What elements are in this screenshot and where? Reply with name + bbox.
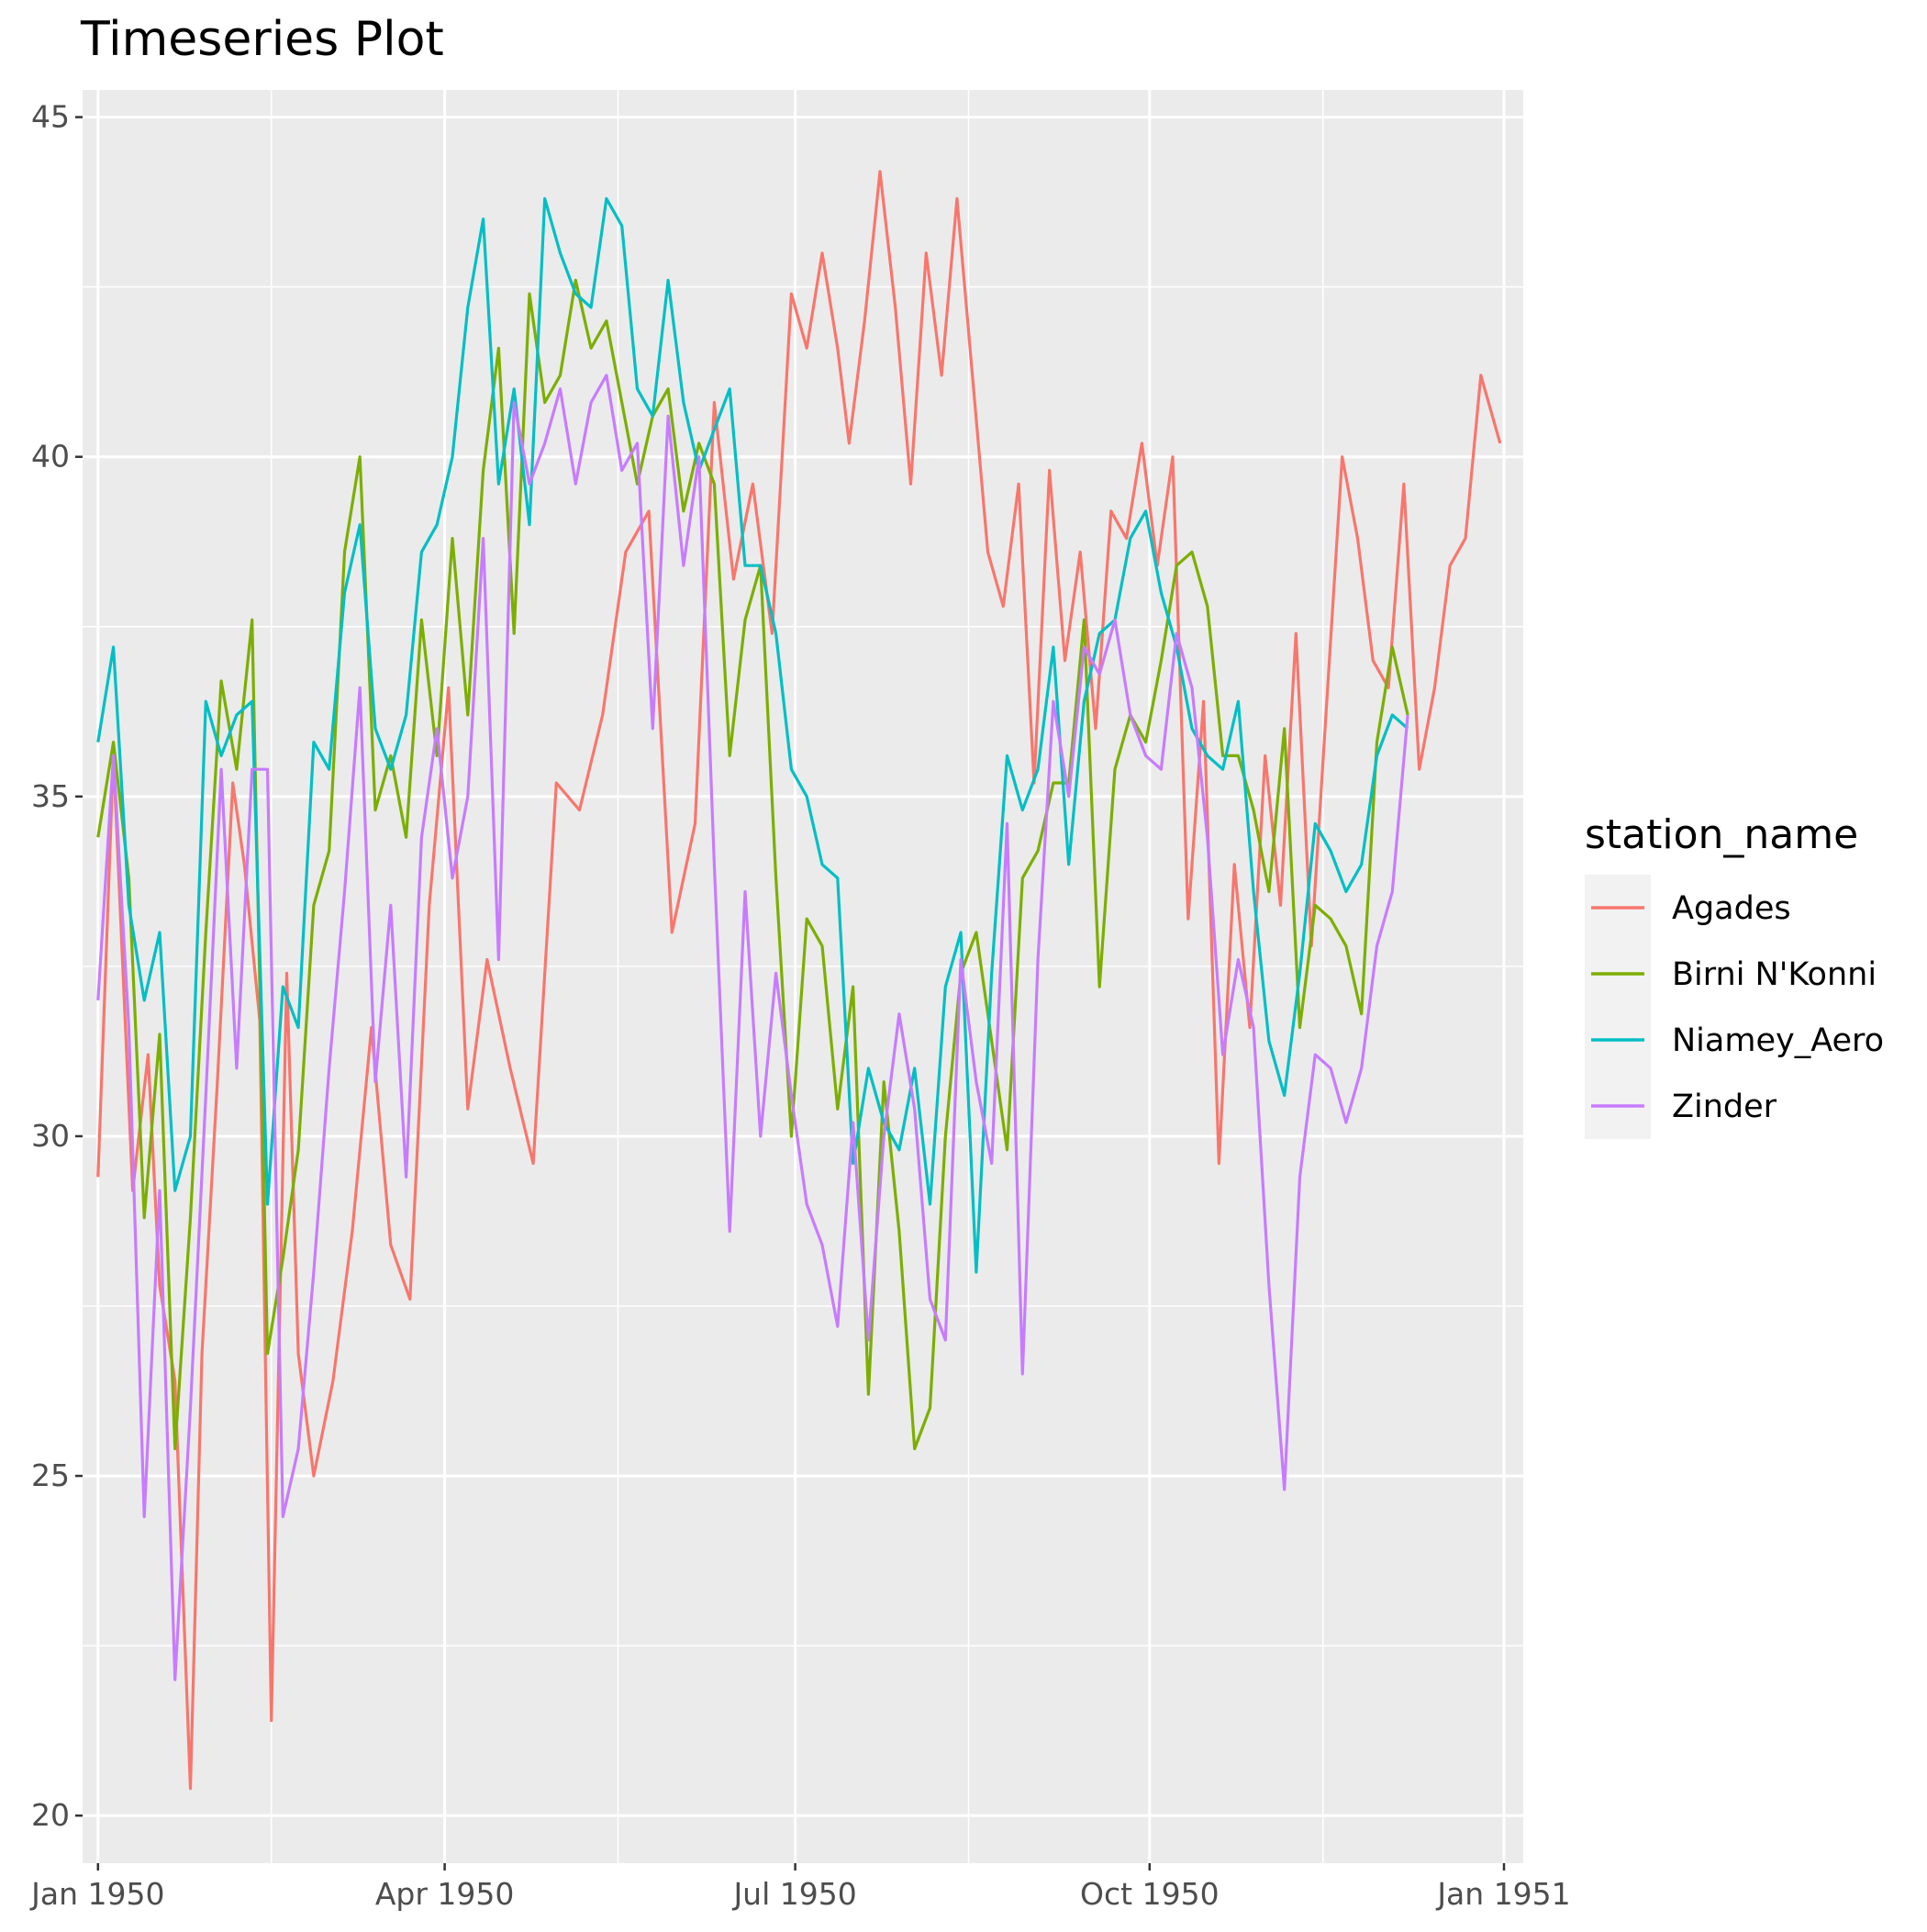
legend-key-background xyxy=(1585,875,1651,1139)
legend-label-niamey-aero: Niamey_Aero xyxy=(1672,1022,1884,1059)
x-tick-label: Oct 1950 xyxy=(1080,1876,1220,1912)
y-tick-label: 45 xyxy=(31,99,70,135)
series-line-niamey-aero xyxy=(96,196,1409,1274)
legend-items: Agades Birni N'Konni Niamey_Aero Zinder xyxy=(1591,890,1884,1125)
x-tick-label: Jan 1950 xyxy=(29,1876,164,1912)
y-tick-label: 30 xyxy=(31,1118,70,1154)
legend: station_name Agades Birni N'Konni Niamey_A… xyxy=(1585,811,1884,1139)
x-tick-label: Jan 1951 xyxy=(1435,1876,1570,1912)
legend-title: station_name xyxy=(1585,811,1858,858)
x-tick-label: Jul 1950 xyxy=(731,1876,856,1912)
x-axis: Jan 1950 Apr 1950 Jul 1950 Oct 1950 Jan 1951 xyxy=(29,1863,1571,1912)
y-tick-label: 20 xyxy=(31,1797,70,1833)
legend-label-birni-n-konni: Birni N'Konni xyxy=(1672,956,1877,993)
legend-label-agades: Agades xyxy=(1672,890,1791,927)
y-axis: 20 25 30 35 40 45 xyxy=(31,99,83,1833)
legend-label-zinder: Zinder xyxy=(1672,1089,1777,1125)
series-line-zinder xyxy=(96,374,1409,1681)
y-tick-label: 25 xyxy=(31,1457,70,1493)
series-line-birni-n-konni xyxy=(96,278,1409,1451)
series-line-agades xyxy=(96,170,1502,1791)
y-tick-label: 40 xyxy=(31,439,70,475)
series-lines xyxy=(96,170,1502,1791)
chart-title: Timeseries Plot xyxy=(80,12,444,67)
y-tick-label: 35 xyxy=(31,778,70,814)
x-tick-label: Apr 1950 xyxy=(375,1876,515,1912)
